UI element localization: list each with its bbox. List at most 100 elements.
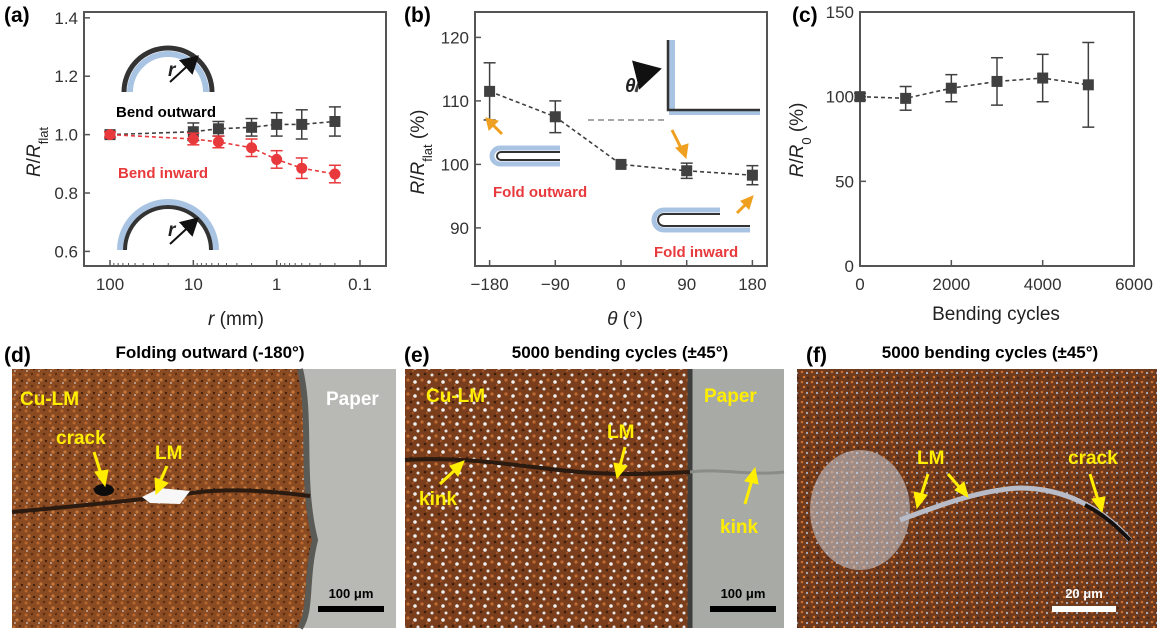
- yellow-arrows-e: [438, 446, 759, 505]
- label-crack-f: crack: [1068, 448, 1118, 469]
- data-point: [246, 121, 258, 133]
- x-tick-label: 10: [184, 275, 203, 294]
- photo-title-d: Folding outward (-180°): [115, 343, 304, 362]
- data-point: [212, 123, 224, 135]
- label-kink-e-left: kink: [419, 489, 457, 510]
- fold-inward-icon: [651, 207, 750, 233]
- yellow-arrows-d: [92, 451, 169, 496]
- y-tick-label: 1.0: [54, 126, 78, 145]
- label-cu-lm-d: Cu-LM: [20, 389, 79, 410]
- scale-bar-label-d: 100 μm: [329, 586, 374, 601]
- chart-panel-c: (c) R/R0 (%) Bending cycles 0 50 100 150 0 20…: [787, 3, 1153, 325]
- micrograph-panel-e: (e) 5000 bending cycles (±45°) Cu-LM LM …: [404, 343, 785, 628]
- y-tick-label: 1.2: [54, 67, 78, 86]
- data-point: [271, 118, 283, 130]
- data-point: [104, 129, 116, 141]
- label-cu-lm-e: Cu-LM: [426, 386, 485, 407]
- y-axis-label-c: R/R0 (%): [787, 103, 814, 178]
- x-tick-label: 100: [96, 275, 124, 294]
- crack-spot-d: [94, 484, 114, 496]
- data-point: [329, 115, 341, 127]
- theta-symbol: θ: [625, 76, 636, 97]
- data-point: [945, 82, 957, 94]
- fold-line-d: [11, 488, 311, 514]
- panel-label-c: (c): [792, 4, 818, 27]
- y-tick-label: 1.4: [54, 9, 78, 28]
- label-kink-e-right: kink: [720, 517, 758, 538]
- chart-panel-b: (b) R/Rflat (%) θ (°) 90 100 110 120 −180 −90…: [404, 4, 768, 330]
- micrograph-panel-d: (d) Folding outward (-180°) Cu-LM crack …: [4, 343, 396, 630]
- series-line: [859, 77, 1089, 100]
- chart-panel-a: (a) R/Rflat r (mm) 0.6 0.8 1.0 1.2 1.4 100 10 1…: [4, 4, 387, 330]
- y-tick-label: 0: [845, 257, 854, 276]
- photo-title-f: 5000 bending cycles (±45°): [882, 343, 1098, 362]
- x-tick-label: 2000: [932, 275, 970, 294]
- panel-label-b: (b): [404, 4, 431, 27]
- label-lm-e: LM: [607, 422, 634, 443]
- data-point: [329, 168, 341, 180]
- scale-bar-label-e: 100 μm: [721, 586, 766, 601]
- scale-bar-f: [1052, 606, 1116, 612]
- data-point: [271, 153, 283, 165]
- x-axis-label-a: r (mm): [208, 309, 264, 330]
- x-tick-label: 180: [738, 275, 766, 294]
- label-crack-d: crack: [56, 428, 106, 449]
- data-point: [296, 118, 308, 130]
- data-point: [1037, 72, 1049, 84]
- x-tick-label: −90: [541, 275, 570, 294]
- x-tick-label: 0: [616, 275, 625, 294]
- data-point: [681, 165, 693, 177]
- plot-frame-c: [859, 11, 1135, 267]
- micrograph-panel-f: (f) 5000 bending cycles (±45°) LM crack …: [797, 343, 1157, 628]
- r-label-inward: r: [168, 220, 177, 241]
- fold-outward-icon: [489, 145, 560, 167]
- x-tick-label: 90: [677, 275, 696, 294]
- y-tick-label: 120: [441, 28, 469, 47]
- x-tick-label: 0: [855, 275, 864, 294]
- fold-inward-label: Fold inward: [654, 244, 738, 261]
- y-tick-label: 100: [441, 155, 469, 174]
- scale-bar-label-f: 20 μm: [1065, 586, 1103, 601]
- label-paper-d: Paper: [326, 389, 379, 410]
- y-tick-label: 0.8: [54, 184, 78, 203]
- label-lm-d: LM: [155, 443, 182, 464]
- paper-region-e: [690, 369, 784, 628]
- fold-outward-label: Fold outward: [493, 184, 587, 201]
- bright-region-f: [810, 450, 910, 570]
- data-point: [549, 111, 561, 123]
- paper-region-d: [300, 369, 396, 628]
- bend-inward-label: Bend inward: [118, 165, 208, 182]
- y-tick-label: 100: [826, 88, 854, 107]
- data-point: [246, 142, 258, 154]
- x-axis-label-b: θ (°): [607, 309, 643, 330]
- bend-outward-label: Bend outward: [116, 104, 216, 121]
- plot-frame-a: [83, 11, 387, 267]
- photo-title-e: 5000 bending cycles (±45°): [512, 343, 728, 362]
- data-point: [854, 91, 866, 103]
- bend-inward-inset: r: [117, 199, 219, 251]
- y-tick-label: 90: [450, 219, 469, 238]
- panel-label-a: (a): [4, 4, 30, 27]
- series-line: [489, 90, 753, 176]
- bend-outward-inset: r: [121, 45, 215, 93]
- scale-bar-e: [710, 606, 776, 612]
- orange-arrows: [485, 117, 754, 215]
- panel-label-f: (f): [806, 344, 827, 367]
- data-point: [187, 126, 199, 138]
- x-tick-label: 1: [272, 275, 281, 294]
- x-tick-label: 4000: [1024, 275, 1062, 294]
- lm-spot-d: [142, 488, 190, 504]
- data-point: [1082, 79, 1094, 91]
- y-axis-label-a: R/Rflat: [24, 127, 51, 177]
- label-paper-e: Paper: [704, 386, 757, 407]
- y-tick-label: 110: [442, 92, 469, 111]
- panel-label-e: (e): [404, 344, 430, 367]
- data-point: [484, 85, 496, 97]
- theta-inset: [631, 40, 760, 115]
- data-point: [615, 158, 627, 170]
- scale-bar-d: [318, 606, 384, 612]
- x-axis-label-c: Bending cycles: [932, 304, 1060, 325]
- r-label-outward: r: [168, 60, 177, 81]
- yellow-arrows-f: [913, 473, 1106, 514]
- data-point: [296, 162, 308, 174]
